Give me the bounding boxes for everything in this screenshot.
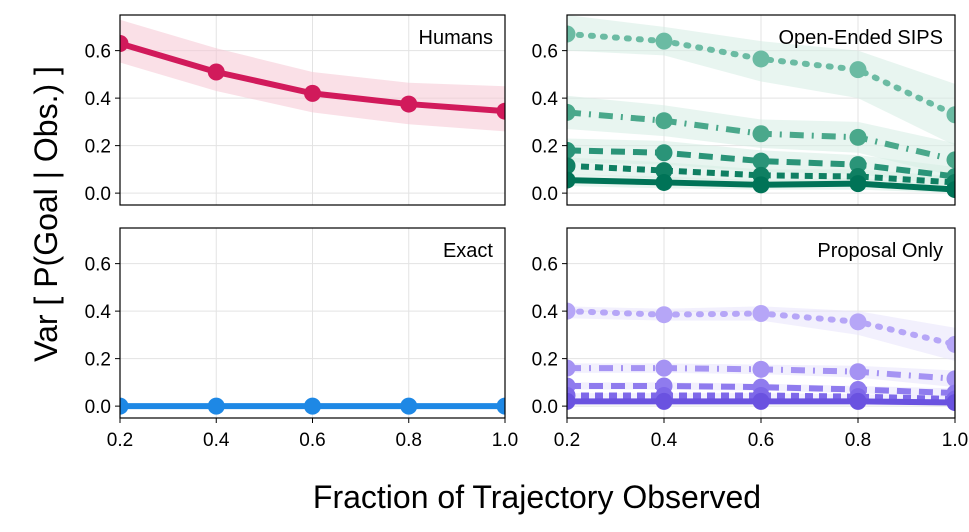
data-point-humans <box>304 84 321 102</box>
data-point-proposal-solid <box>752 392 770 410</box>
data-point-proposal-dash-dot <box>655 359 673 377</box>
y-tick-label: 0.2 <box>85 350 111 371</box>
plot-area <box>120 397 505 415</box>
data-point-exact <box>304 397 321 415</box>
panel-humans: 0.0 0.2 0.4 0.6 Humans <box>85 14 506 206</box>
data-point-humans <box>207 63 225 81</box>
data-point-proposal-dash-dot <box>752 360 770 378</box>
y-tick-label: 0.0 <box>85 397 111 418</box>
data-point-sips-dashed <box>655 144 673 162</box>
panel-title: Proposal Only <box>817 240 943 262</box>
data-point-proposal-dash-dot <box>567 359 576 377</box>
data-point-sips-solid <box>655 173 673 191</box>
x-tick-label: 1.0 <box>492 430 518 451</box>
series-line-proposal-short-dash <box>567 392 955 402</box>
plot-area <box>567 15 955 199</box>
y-tick-label: 0.6 <box>532 42 558 63</box>
data-point-sips-dotted <box>946 106 955 124</box>
y-tick-label: 0.0 <box>532 397 558 418</box>
data-point-proposal-solid <box>567 392 576 410</box>
y-tick-label: 0.2 <box>85 137 111 158</box>
y-tick-label: 0.2 <box>532 350 558 371</box>
data-point-sips-short-dash <box>567 157 576 175</box>
x-axis-title: Fraction of Trajectory Observed <box>313 479 761 515</box>
data-point-proposal-dotted <box>946 335 955 353</box>
data-point-proposal-dash-dot <box>946 370 955 388</box>
y-tick-label: 0.0 <box>85 184 111 205</box>
data-point-sips-dash-dot <box>567 103 576 121</box>
panel-title: Exact <box>443 240 493 262</box>
plot-area <box>120 19 505 132</box>
y-tick-label: 0.6 <box>532 255 558 276</box>
panel-proposal-only: 0.0 0.2 0.4 0.6 0.2 0.4 0.6 0.8 1.0 Proposal Only <box>532 227 968 451</box>
x-tick-label: 1.0 <box>942 430 968 451</box>
x-tick-label: 0.4 <box>203 430 230 451</box>
data-point-sips-dashed <box>752 152 770 170</box>
data-point-exact <box>496 397 505 415</box>
data-point-sips-dotted <box>655 32 673 50</box>
axes-frame <box>566 14 956 206</box>
data-point-sips-dash-dot <box>946 151 955 169</box>
y-tick-label: 0.4 <box>532 89 559 110</box>
x-tick-label: 0.8 <box>396 430 422 451</box>
y-tick-label: 0.2 <box>532 137 558 158</box>
panel-open-ended-sips: 0.0 0.2 0.4 0.6 Open-Ended SIPS <box>532 14 956 206</box>
data-point-sips-dotted <box>849 61 867 79</box>
plot-area <box>567 302 955 412</box>
y-tick-label: 0.4 <box>532 302 559 323</box>
y-tick-label: 0.0 <box>532 184 558 205</box>
y-tick-label: 0.4 <box>85 89 112 110</box>
data-point-sips-dashed <box>849 156 867 174</box>
x-tick-label: 0.6 <box>299 430 325 451</box>
panel-title: Open-Ended SIPS <box>778 27 943 49</box>
y-axis-title: Var [ P(Goal | Obs.) ] <box>28 66 64 362</box>
panel-exact: 0.0 0.2 0.4 0.6 0.2 0.4 0.6 0.8 1.0 Exact <box>85 227 518 451</box>
data-point-proposal-dotted <box>567 302 576 320</box>
data-point-proposal-dotted <box>752 305 770 322</box>
data-point-sips-dash-dot <box>752 125 770 143</box>
data-point-sips-solid <box>849 175 867 193</box>
data-point-proposal-solid <box>655 392 673 410</box>
data-point-sips-dash-dot <box>849 128 867 146</box>
data-point-sips-solid <box>752 176 770 194</box>
data-point-proposal-solid <box>849 392 867 410</box>
data-point-proposal-dotted <box>655 306 673 324</box>
data-point-exact <box>400 397 418 415</box>
y-tick-label: 0.6 <box>85 255 111 276</box>
data-point-sips-dashed <box>567 141 576 159</box>
data-point-sips-dotted <box>567 25 576 43</box>
x-tick-label: 0.2 <box>554 430 580 451</box>
data-point-sips-short-dash <box>655 162 673 180</box>
x-tick-label: 0.2 <box>107 430 133 451</box>
data-point-sips-solid <box>567 171 576 189</box>
y-tick-label: 0.4 <box>85 302 112 323</box>
data-point-sips-dash-dot <box>655 112 673 130</box>
x-tick-label: 0.4 <box>651 430 678 451</box>
x-tick-label: 0.6 <box>748 430 774 451</box>
data-point-humans <box>400 95 418 113</box>
data-point-proposal-dash-dot <box>849 363 867 381</box>
axes-frame <box>119 14 506 206</box>
data-point-proposal-dotted <box>849 313 867 331</box>
data-point-sips-dotted <box>752 50 770 68</box>
data-point-exact <box>120 397 129 415</box>
y-tick-label: 0.6 <box>85 42 111 63</box>
data-point-humans <box>120 35 129 52</box>
x-tick-label: 0.8 <box>845 430 871 451</box>
data-point-exact <box>207 397 225 415</box>
data-point-proposal-solid <box>946 394 955 412</box>
data-point-humans <box>496 102 505 120</box>
series-line-sips-short-dash <box>567 162 955 186</box>
data-point-sips-solid <box>946 181 955 199</box>
panel-title: Humans <box>419 27 493 49</box>
